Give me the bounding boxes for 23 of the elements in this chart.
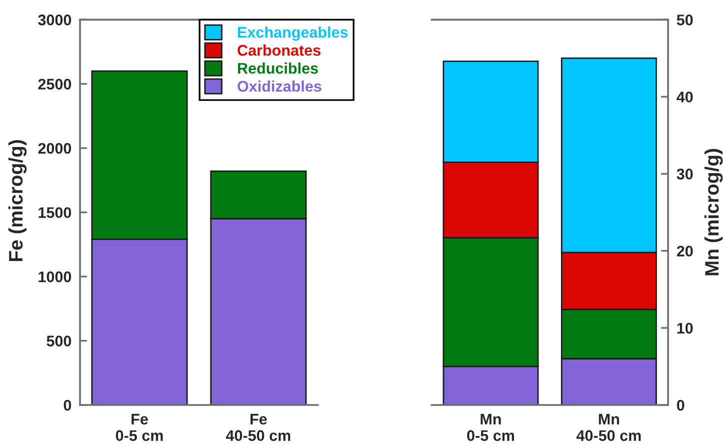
y-tick-label: 1000	[38, 271, 72, 282]
x-tick-label: Fe 0-5 cm	[116, 414, 163, 441]
legend-label: Oxidizables	[238, 80, 322, 92]
y2-tick-label: 40	[676, 92, 693, 102]
legend-label: Reducibles	[238, 62, 318, 74]
y-tick-label: 500	[46, 336, 72, 346]
legend-label: Carbonates	[238, 44, 320, 56]
y2-tick-label: 10	[677, 322, 693, 334]
x-tick-label: Mn 0-5 cm	[467, 414, 514, 441]
x-tick-label: Fe 40-50 cm	[226, 414, 290, 441]
y2-tick-label: 0	[676, 400, 684, 411]
y-tick-label: 1500	[38, 207, 72, 218]
y2-tick-label: 30	[676, 168, 693, 180]
legend-label: Exchangeables	[238, 26, 348, 41]
y-tick-label: 2500	[38, 78, 72, 90]
y-tick-label: 3000	[38, 14, 72, 26]
y-tick-label: 2000	[38, 142, 72, 154]
y2-axis-title: Mn (microg/g)	[704, 149, 723, 276]
y-axis-title: Fe (microg/g)	[8, 140, 27, 262]
y2-tick-label: 20	[676, 246, 693, 257]
y2-tick-label: 50	[676, 14, 693, 26]
x-tick-label: Mn 40-50 cm	[576, 414, 641, 441]
y-tick-label: 0	[64, 400, 72, 411]
